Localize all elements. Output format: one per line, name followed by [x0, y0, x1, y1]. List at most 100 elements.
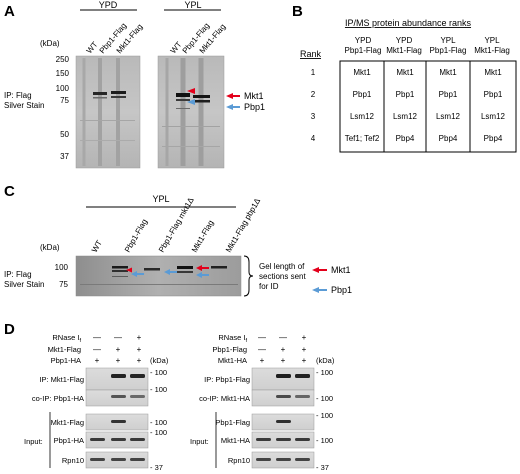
panel-c-condition: YPL — [152, 194, 169, 204]
d-left-pbp1-ha-row-label: Pbp1-HA — [51, 356, 81, 365]
cell-r3-c3: Lsm12 — [436, 112, 461, 121]
cell-r4-c4: Pbp4 — [484, 134, 503, 143]
d-right-blot-input-mkt1 — [251, 431, 315, 449]
d-right-coip-marker: - 100 — [316, 394, 333, 403]
rank-table — [339, 60, 517, 153]
d-left-rnase-label: RNase If — [52, 333, 81, 344]
cell-r4-c2: Pbp4 — [396, 134, 415, 143]
d-right-blot-coip — [251, 389, 315, 407]
pbp1-arrow-in-lane — [187, 99, 195, 105]
panel-d-label: D — [4, 321, 15, 338]
col1-condition: YPD — [355, 36, 372, 45]
cell-r1-c3: Mkt1 — [439, 68, 457, 77]
col2-bait: Mkt1-Flag — [386, 46, 422, 55]
d-left-input-mkt1-label: Mkt1-Flag — [51, 418, 84, 427]
d-left-input-label: Input: — [24, 437, 43, 446]
cell-r4-c3: Pbp4 — [439, 134, 458, 143]
d-left-mkt1-lane2: + — [116, 345, 121, 354]
cell-r1-c4: Mkt1 — [484, 68, 502, 77]
c-bracket-label-3: for ID — [259, 282, 279, 291]
d-left-blot-ip — [85, 367, 149, 391]
rank-3: 3 — [311, 112, 316, 121]
d-right-input-pbp1-label: Pbp1-Flag — [215, 418, 250, 427]
d-left-mkt1-lane3: + — [137, 345, 142, 354]
cell-r3-c1: Lsm12 — [350, 112, 375, 121]
ypd-condition-label: YPD — [99, 0, 118, 10]
marker-250: 250 — [56, 55, 70, 64]
col3-condition: YPL — [440, 36, 456, 45]
marker-37: 37 — [60, 152, 69, 161]
cell-r2-c2: Pbp1 — [396, 90, 415, 99]
d-right-mkt1-lane2: + — [281, 356, 286, 365]
svg-text:RNase If: RNase If — [52, 333, 81, 344]
c-lane-wt: WT — [90, 239, 104, 254]
cell-r2-c4: Pbp1 — [484, 90, 503, 99]
c-legend-mkt1-label: Mkt1 — [331, 265, 351, 275]
c-pbp1-arrow-1 — [131, 271, 144, 277]
cell-r3-c4: Lsm12 — [481, 112, 506, 121]
col1-bait: Pbp1-Flag — [345, 46, 382, 55]
d-right-blot-input-pbp1 — [251, 413, 315, 431]
d-left-ip-label: IP: Mkt1-Flag — [39, 375, 84, 384]
cell-r1-c1: Mkt1 — [353, 68, 371, 77]
d-right-input-mkt1-label: Mkt1-HA — [221, 436, 250, 445]
d-left-input-pbp1-label: Pbp1-HA — [54, 436, 84, 445]
c-lane-pbp1-flag-mkt1d: Pbp1-Flag mkt1Δ — [157, 195, 196, 254]
c-pbp1-arrow-3 — [196, 272, 209, 278]
d-left-pbp1-lane1: + — [95, 356, 100, 365]
side-label-stain: Silver Stain — [4, 101, 44, 110]
d-right-ip-marker: - 100 — [316, 368, 333, 377]
d-left-rnase-lane2: — — [114, 333, 122, 342]
d-left-kda-label: (kDa) — [150, 356, 169, 365]
d-left-input-mkt1-marker: - 100 — [150, 418, 167, 427]
gel-ypl — [157, 55, 225, 169]
d-left-mkt1-lane1: — — [93, 345, 101, 354]
c-lane-pbp1-flag: Pbp1-Flag — [123, 218, 149, 254]
c-gel-bracket — [243, 255, 254, 297]
marker-150: 150 — [56, 69, 70, 78]
d-right-pbp1-flag-row-label: Pbp1-Flag — [212, 345, 247, 354]
d-left-blot-input-mkt1 — [85, 413, 149, 431]
d-left-pbp1-lane3: + — [137, 356, 142, 365]
d-left-ip-marker: - 100 — [150, 368, 167, 377]
d-right-rnase-lane3: + — [302, 333, 307, 342]
col4-bait: Mkt1-Flag — [474, 46, 510, 55]
d-left-coip-marker: - 100 — [150, 385, 167, 394]
d-left-coip-label: co-IP: Pbp1-HA — [32, 394, 84, 403]
d-right-mkt1-lane3: + — [302, 356, 307, 365]
d-left-rnase-lane3: + — [137, 333, 142, 342]
d-right-blot-rpn10 — [251, 451, 315, 469]
c-mkt1-arrow — [196, 265, 209, 271]
mkt1-arrow-in-lane — [187, 88, 195, 94]
d-right-pbp1-lane2: + — [281, 345, 286, 354]
cell-r3-c2: Lsm12 — [393, 112, 418, 121]
d-right-blot-ip — [251, 367, 315, 391]
d-left-pbp1-lane2: + — [116, 356, 121, 365]
c-legend-pbp1-label: Pbp1 — [331, 285, 352, 295]
rank-header: Rank — [300, 49, 322, 59]
d-right-kda-label: (kDa) — [316, 356, 335, 365]
gel-panel-c — [75, 255, 242, 297]
d-right-coip-label: co-IP: Mkt1-HA — [199, 394, 250, 403]
mkt1-arrow-label: Mkt1 — [244, 91, 264, 101]
c-side-label-stain: Silver Stain — [4, 280, 44, 289]
pbp1-arrow-label: Pbp1 — [244, 102, 265, 112]
ypl-condition-label: YPL — [184, 0, 201, 10]
c-marker-100: 100 — [55, 263, 69, 272]
d-right-ip-label: IP: Pbp1-Flag — [204, 375, 250, 384]
gel-ypd — [75, 55, 141, 169]
svg-text:RNase If: RNase If — [218, 333, 247, 344]
cell-r4-c1: Tef1; Tef2 — [345, 134, 380, 143]
c-bracket-label-1: Gel length of — [259, 262, 305, 271]
panel-c-label: C — [4, 183, 15, 200]
d-right-rnase-label: RNase If — [218, 333, 247, 344]
d-left-input-pbp1-marker: - 100 — [150, 428, 167, 437]
c-lane-mkt1-flag: Mkt1-Flag — [190, 219, 216, 254]
panel-a-label: A — [4, 3, 15, 20]
marker-100: 100 — [56, 84, 70, 93]
d-left-rnase-lane1: — — [93, 333, 101, 342]
d-right-input-label: Input: — [190, 437, 209, 446]
d-left-mkt1-flag-row-label: Mkt1-Flag — [48, 345, 81, 354]
c-mkt1-arrowhead — [126, 267, 132, 273]
table-title: IP/MS protein abundance ranks — [345, 18, 472, 28]
